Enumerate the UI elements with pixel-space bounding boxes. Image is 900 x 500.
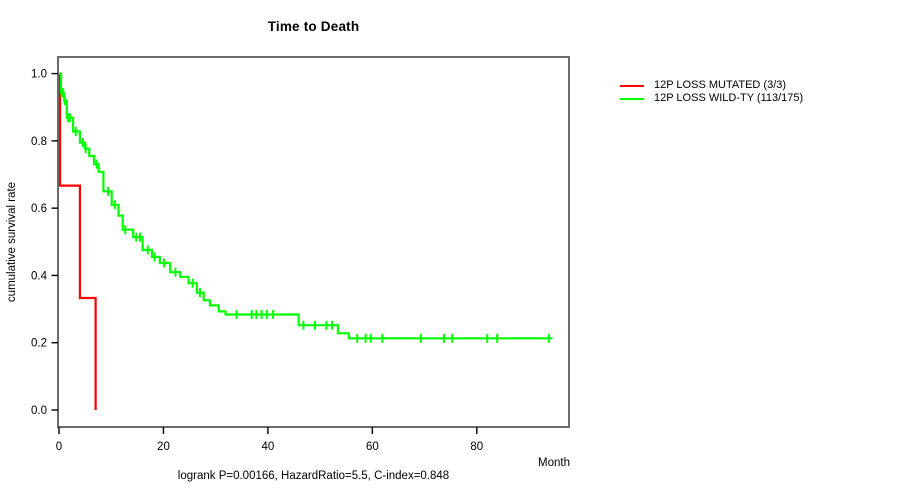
legend-line-mutated (620, 84, 644, 87)
y-axis-tick-label: 0.6 (31, 203, 47, 215)
y-axis-tick-label: 0.0 (31, 405, 47, 417)
x-axis-tick-label: 20 (157, 441, 170, 453)
legend-line-wild-type (620, 97, 644, 100)
legend-label-wild-type: 12P LOSS WILD-TY (113/175) (654, 92, 804, 104)
legend-item-wild-type: 12P LOSS WILD-TY (113/175) (620, 92, 803, 105)
legend-label-mutated: 12P LOSS MUTATED (3/3) (654, 79, 787, 91)
legend: 12P LOSS MUTATED (3/3) 12P LOSS WILD-TY … (620, 79, 803, 105)
x-axis-title: Month (538, 457, 570, 469)
chart-title: Time to Death (267, 19, 360, 34)
y-axis-tick-label: 0.2 (31, 338, 47, 350)
wild-type-survival-curve (59, 72, 553, 340)
legend-item-mutated: 12P LOSS MUTATED (3/3) (620, 79, 803, 92)
x-axis-tick-label: 40 (262, 441, 275, 453)
y-axis-tick-label: 1.0 (31, 69, 47, 81)
y-axis-tick-label: 0.8 (31, 136, 47, 148)
stats-annotation: logrank P=0.00166, HazardRatio=5.5, C-in… (177, 470, 450, 482)
mutated-survival-curve (58, 72, 97, 410)
y-axis-tick-label: 0.4 (31, 270, 48, 282)
x-axis-tick-label: 80 (470, 441, 483, 453)
x-axis-tick-label: 60 (366, 441, 379, 453)
plot-box (57, 56, 570, 428)
x-axis-tick-label: 0 (56, 441, 62, 453)
